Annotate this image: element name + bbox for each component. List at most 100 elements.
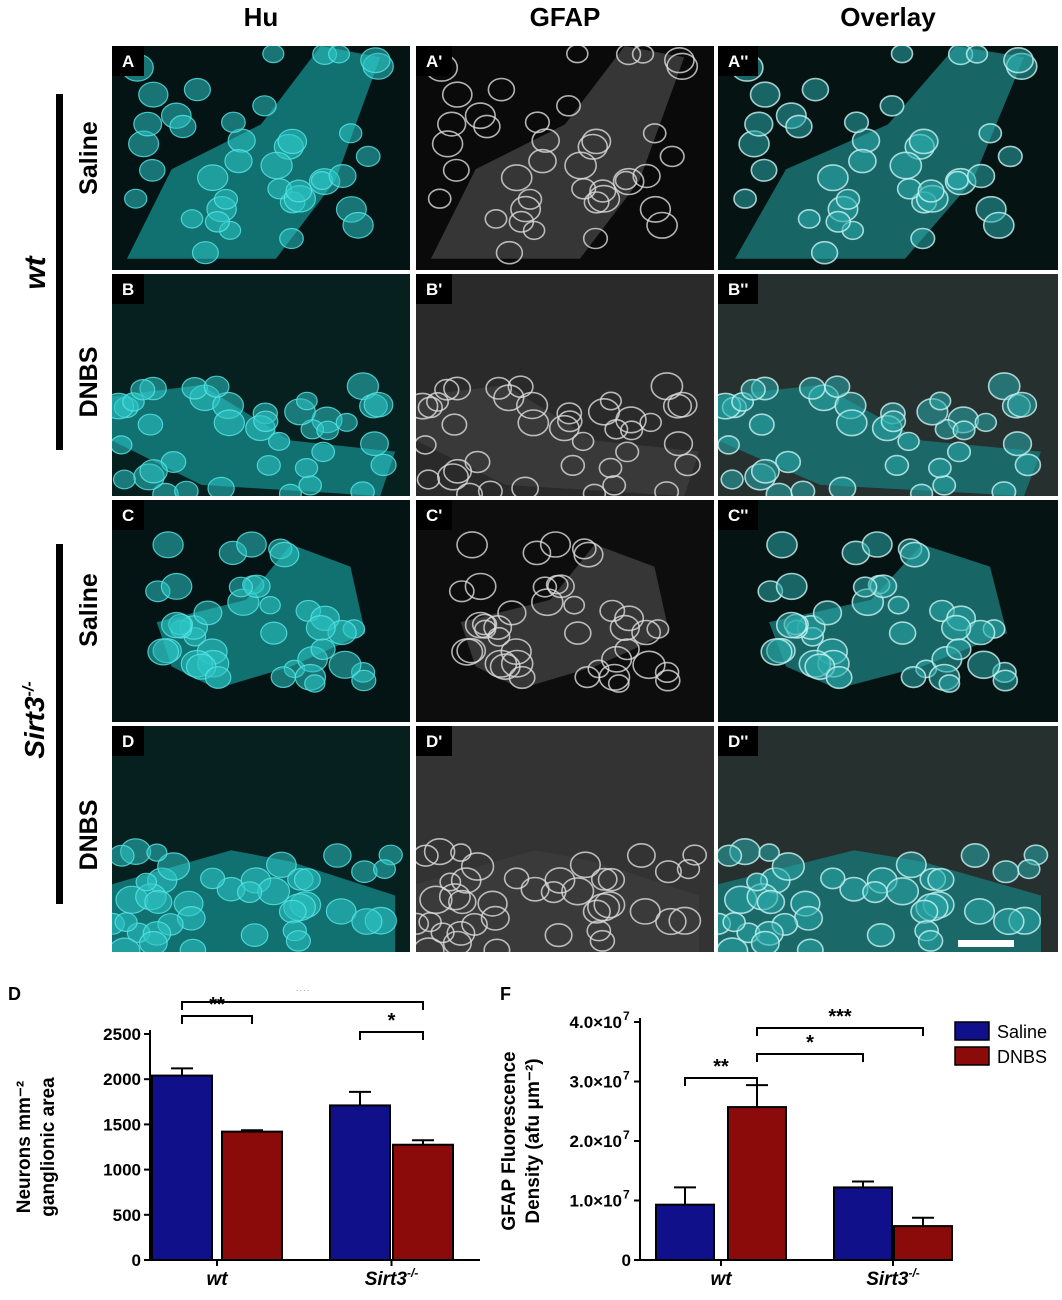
x-category-label: Sirt3-/-	[365, 1266, 419, 1290]
y-tick-exponent: 7	[623, 1069, 630, 1083]
legend-label-dnbs: DNBS	[997, 1047, 1047, 1067]
panel-label: A	[112, 46, 145, 76]
panel-label: B''	[718, 274, 759, 304]
wt-group-label: wt	[19, 256, 52, 290]
x-category-label: wt	[710, 1269, 732, 1290]
significance-label: *	[806, 1032, 814, 1054]
micrograph-image	[112, 274, 410, 496]
column-header-overlay: Overlay	[840, 2, 936, 32]
y-tick-label: 0	[132, 1251, 141, 1270]
panel-label: A''	[718, 46, 759, 76]
x-category-label: Sirt3-/-	[866, 1266, 920, 1290]
micrograph-panel: A''	[718, 46, 1058, 270]
micrograph-panel: D''	[718, 726, 1058, 952]
micrograph-image	[718, 46, 1058, 270]
column-header-gfap: GFAP	[529, 2, 601, 32]
significance-label: *	[388, 1010, 396, 1032]
micrograph-image	[416, 500, 714, 722]
bar-dnbs-sirt3	[392, 1143, 454, 1262]
significance-bracket	[359, 1031, 424, 1040]
micrograph-image	[416, 46, 714, 270]
y-axis-label: Neurons mm⁻²	[14, 1081, 35, 1214]
bar-dnbs-sirt3	[893, 1225, 953, 1262]
panel-label: D	[112, 726, 145, 756]
micrograph-panel: D	[112, 726, 410, 952]
significance-label: **	[295, 990, 311, 1002]
y-axis-label: GFAP Fluorescence	[499, 1051, 520, 1230]
chart-label-d: D	[8, 984, 21, 1004]
row-label-sirt3-dnbs: DNBS	[75, 799, 103, 871]
y-tick-label: 3.0×10	[570, 1073, 622, 1092]
significance-label: **	[713, 1056, 729, 1078]
micrograph-image	[416, 726, 714, 952]
chart-label-f: F	[500, 984, 511, 1004]
significance-bracket	[181, 1001, 424, 1010]
micrograph-image	[416, 274, 714, 496]
micrograph-image	[112, 46, 410, 270]
panel-label: B	[112, 274, 145, 304]
panel-label: B'	[416, 274, 453, 304]
panel-label: D''	[718, 726, 759, 756]
x-category-label: wt	[206, 1269, 228, 1290]
significance-bracket	[684, 1077, 758, 1086]
y-tick-label: 1.0×10	[570, 1192, 622, 1211]
panel-label: C'	[416, 500, 453, 530]
bar-saline-sirt3	[833, 1186, 893, 1261]
sirt3-group-bar	[56, 544, 63, 904]
bar-saline-sirt3	[329, 1104, 391, 1261]
scale-bar	[958, 940, 1014, 947]
y-tick-label: 500	[113, 1206, 141, 1225]
panel-label: C''	[718, 500, 759, 530]
wt-group-bar	[56, 94, 63, 450]
legend-swatch-saline	[954, 1021, 990, 1041]
bar-saline-wt	[151, 1074, 213, 1261]
row-label-wt-saline: Saline	[75, 121, 103, 195]
chart-neurons-density: 0 500 1000 1500 2000 2500 Neurons mm⁻² ganglion…	[14, 990, 480, 1290]
y-tick-label: 2.0×10	[570, 1132, 622, 1151]
y-tick-exponent: 7	[623, 1128, 630, 1142]
micrograph-panel: B'	[416, 274, 714, 496]
y-tick-label: 2000	[103, 1070, 141, 1089]
legend-swatch-dnbs	[954, 1046, 990, 1066]
micrograph-panel: C''	[718, 500, 1058, 722]
y-tick-label: 4.0×10	[570, 1013, 622, 1032]
panel-label: D'	[416, 726, 453, 756]
micrograph-image	[718, 726, 1058, 952]
bar-saline-wt	[655, 1203, 715, 1261]
legend-label-saline: Saline	[997, 1022, 1047, 1042]
significance-label: ***	[828, 1006, 852, 1028]
micrograph-image	[718, 500, 1058, 722]
micrograph-panel: C'	[416, 500, 714, 722]
micrograph-panel: C	[112, 500, 410, 722]
significance-label: **	[209, 994, 225, 1016]
y-axis-label: Density (afu μm⁻²)	[523, 1058, 544, 1223]
bar-dnbs-wt	[727, 1106, 787, 1261]
micrograph-panel: B	[112, 274, 410, 496]
significance-bracket	[756, 1053, 864, 1062]
micrograph-image	[718, 274, 1058, 496]
y-tick-label: 2500	[103, 1025, 141, 1044]
significance-bracket	[181, 1015, 253, 1024]
micrograph-image	[112, 500, 410, 722]
micrograph-panel: A	[112, 46, 410, 270]
sirt3-group-label: Sirt3-/-	[19, 681, 50, 759]
micrograph-panel: D'	[416, 726, 714, 952]
panel-label: A'	[416, 46, 453, 76]
y-tick-exponent: 7	[623, 1009, 630, 1023]
row-label-wt-dnbs: DNBS	[75, 346, 103, 418]
y-axis-label: ganglionic area	[38, 1077, 59, 1217]
y-tick-label: 1000	[103, 1161, 141, 1180]
micrograph-panel: B''	[718, 274, 1058, 496]
y-tick-exponent: 7	[623, 1188, 630, 1202]
y-tick-label: 0	[622, 1251, 631, 1270]
micrograph-image	[112, 726, 410, 952]
y-tick-label: 1500	[103, 1115, 141, 1134]
micrograph-panel: A'	[416, 46, 714, 270]
bar-dnbs-wt	[221, 1130, 283, 1261]
panel-label: C	[112, 500, 145, 530]
row-label-sirt3-saline: Saline	[75, 573, 103, 647]
significance-bracket	[756, 1027, 924, 1036]
column-header-hu: Hu	[243, 2, 279, 32]
micrograph-grid: A A' A'' B B' B'' C C' C'' D D' D''	[112, 46, 1058, 952]
